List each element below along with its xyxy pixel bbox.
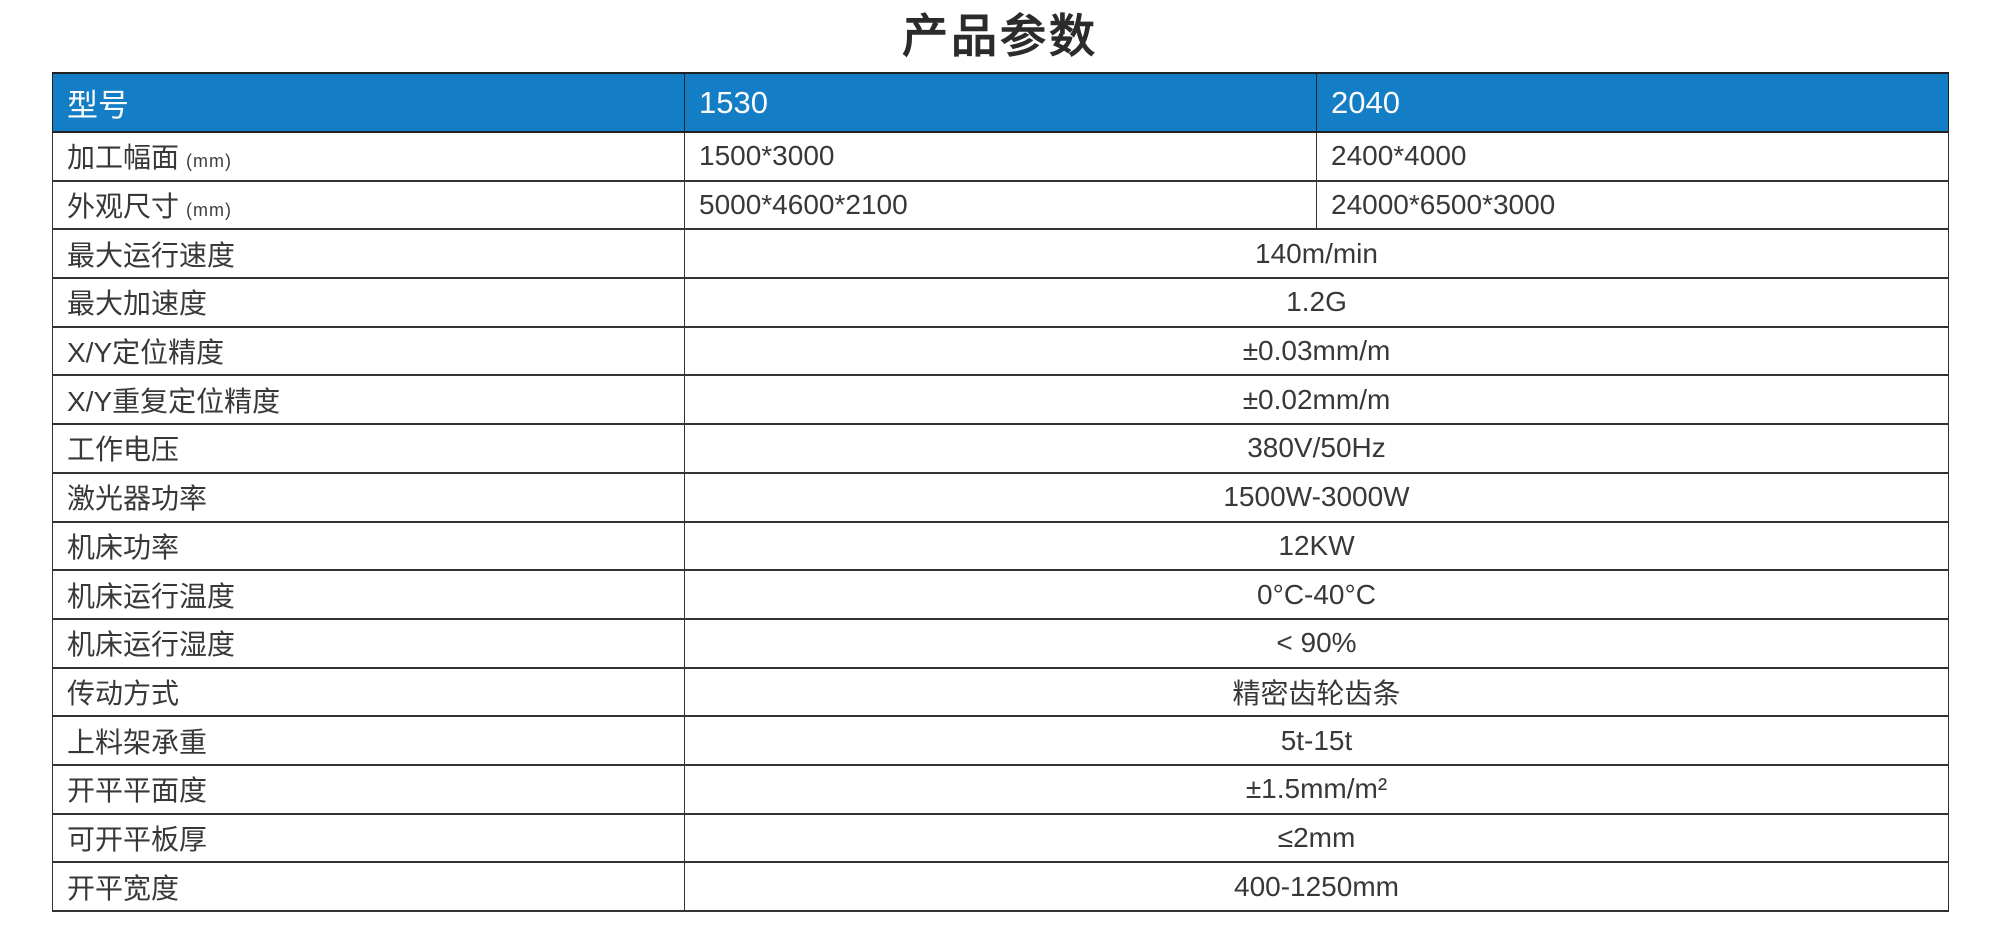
param-label-cell: 机床功率 bbox=[52, 520, 685, 572]
table-row: 加工幅面 (mm) 1500*3000 2400*4000 bbox=[52, 131, 1949, 182]
table-row: 上料架承重 5t-15t bbox=[52, 715, 1949, 766]
param-label-cell: 最大运行速度 bbox=[52, 228, 685, 280]
param-unit: (mm) bbox=[186, 200, 232, 221]
header-model-1530-cell: 1530 bbox=[684, 72, 1317, 133]
param-value-cell: 精密齿轮齿条 bbox=[684, 666, 1949, 718]
table-row: 最大加速度 1.2G bbox=[52, 277, 1949, 328]
param-value-cell: 5000*4600*2100 bbox=[684, 179, 1317, 231]
table-row: 激光器功率 1500W-3000W bbox=[52, 471, 1949, 523]
param-label-cell: 机床运行温度 bbox=[52, 569, 685, 620]
table-row: 外观尺寸 (mm) 5000*4600*2100 24000*6500*3000 bbox=[52, 179, 1949, 231]
param-value-cell: 0°C-40°C bbox=[684, 569, 1949, 620]
table-row: X/Y重复定位精度 ±0.02mm/m bbox=[52, 374, 1949, 426]
table-row: 开平平面度 ±1.5mm/m² bbox=[52, 763, 1949, 815]
table-row: X/Y定位精度 ±0.03mm/m bbox=[52, 325, 1949, 377]
param-label-cell: X/Y重复定位精度 bbox=[52, 374, 685, 426]
table-header-row: 型号 1530 2040 bbox=[52, 72, 1949, 133]
param-label-cell: 激光器功率 bbox=[52, 471, 685, 523]
param-label-cell: 上料架承重 bbox=[52, 715, 685, 766]
param-value-cell: 380V/50Hz bbox=[684, 423, 1949, 474]
param-label: 加工幅面 bbox=[67, 142, 180, 174]
param-value-cell: 140m/min bbox=[684, 228, 1949, 280]
param-label-cell: 机床运行湿度 bbox=[52, 617, 685, 669]
param-label-cell: 加工幅面 (mm) bbox=[52, 131, 685, 182]
table-row: 最大运行速度 140m/min bbox=[52, 228, 1949, 280]
param-label-cell: 开平宽度 bbox=[52, 861, 685, 912]
param-value-cell: ±1.5mm/m² bbox=[684, 763, 1949, 815]
param-value-cell: ±0.03mm/m bbox=[684, 325, 1949, 377]
param-label-cell: 最大加速度 bbox=[52, 277, 685, 328]
table-row: 机床运行湿度 < 90% bbox=[52, 617, 1949, 669]
param-label-cell: 外观尺寸 (mm) bbox=[52, 179, 685, 231]
param-value-cell: 24000*6500*3000 bbox=[1316, 179, 1949, 231]
param-value-cell: 1500*3000 bbox=[684, 131, 1317, 182]
param-value-cell: 2400*4000 bbox=[1316, 131, 1949, 182]
param-value-cell: 1500W-3000W bbox=[684, 471, 1949, 523]
table-row: 机床功率 12KW bbox=[52, 520, 1949, 572]
param-label-cell: 传动方式 bbox=[52, 666, 685, 718]
table-row: 可开平板厚 ≤2mm bbox=[52, 812, 1949, 864]
product-parameters-table: 型号 1530 2040 加工幅面 (mm) 1500*3000 2400*400… bbox=[52, 72, 1949, 912]
param-unit: (mm) bbox=[186, 151, 232, 172]
param-value-cell: ≤2mm bbox=[684, 812, 1949, 864]
param-value-cell: ±0.02mm/m bbox=[684, 374, 1949, 426]
table-row: 机床运行温度 0°C-40°C bbox=[52, 569, 1949, 620]
param-value-cell: < 90% bbox=[684, 617, 1949, 669]
param-label-cell: 开平平面度 bbox=[52, 763, 685, 815]
param-value-cell: 5t-15t bbox=[684, 715, 1949, 766]
table-row: 传动方式 精密齿轮齿条 bbox=[52, 666, 1949, 718]
header-model-2040-cell: 2040 bbox=[1316, 72, 1949, 133]
param-value-cell: 12KW bbox=[684, 520, 1949, 572]
table-row: 开平宽度 400-1250mm bbox=[52, 861, 1949, 912]
table-row: 工作电压 380V/50Hz bbox=[52, 423, 1949, 474]
param-label-cell: X/Y定位精度 bbox=[52, 325, 685, 377]
param-value-cell: 400-1250mm bbox=[684, 861, 1949, 912]
header-model-cell: 型号 bbox=[52, 72, 685, 133]
param-label-cell: 可开平板厚 bbox=[52, 812, 685, 864]
param-label-cell: 工作电压 bbox=[52, 423, 685, 474]
page-title: 产品参数 bbox=[902, 10, 1098, 62]
param-value-cell: 1.2G bbox=[684, 277, 1949, 328]
param-label: 外观尺寸 bbox=[67, 191, 180, 223]
